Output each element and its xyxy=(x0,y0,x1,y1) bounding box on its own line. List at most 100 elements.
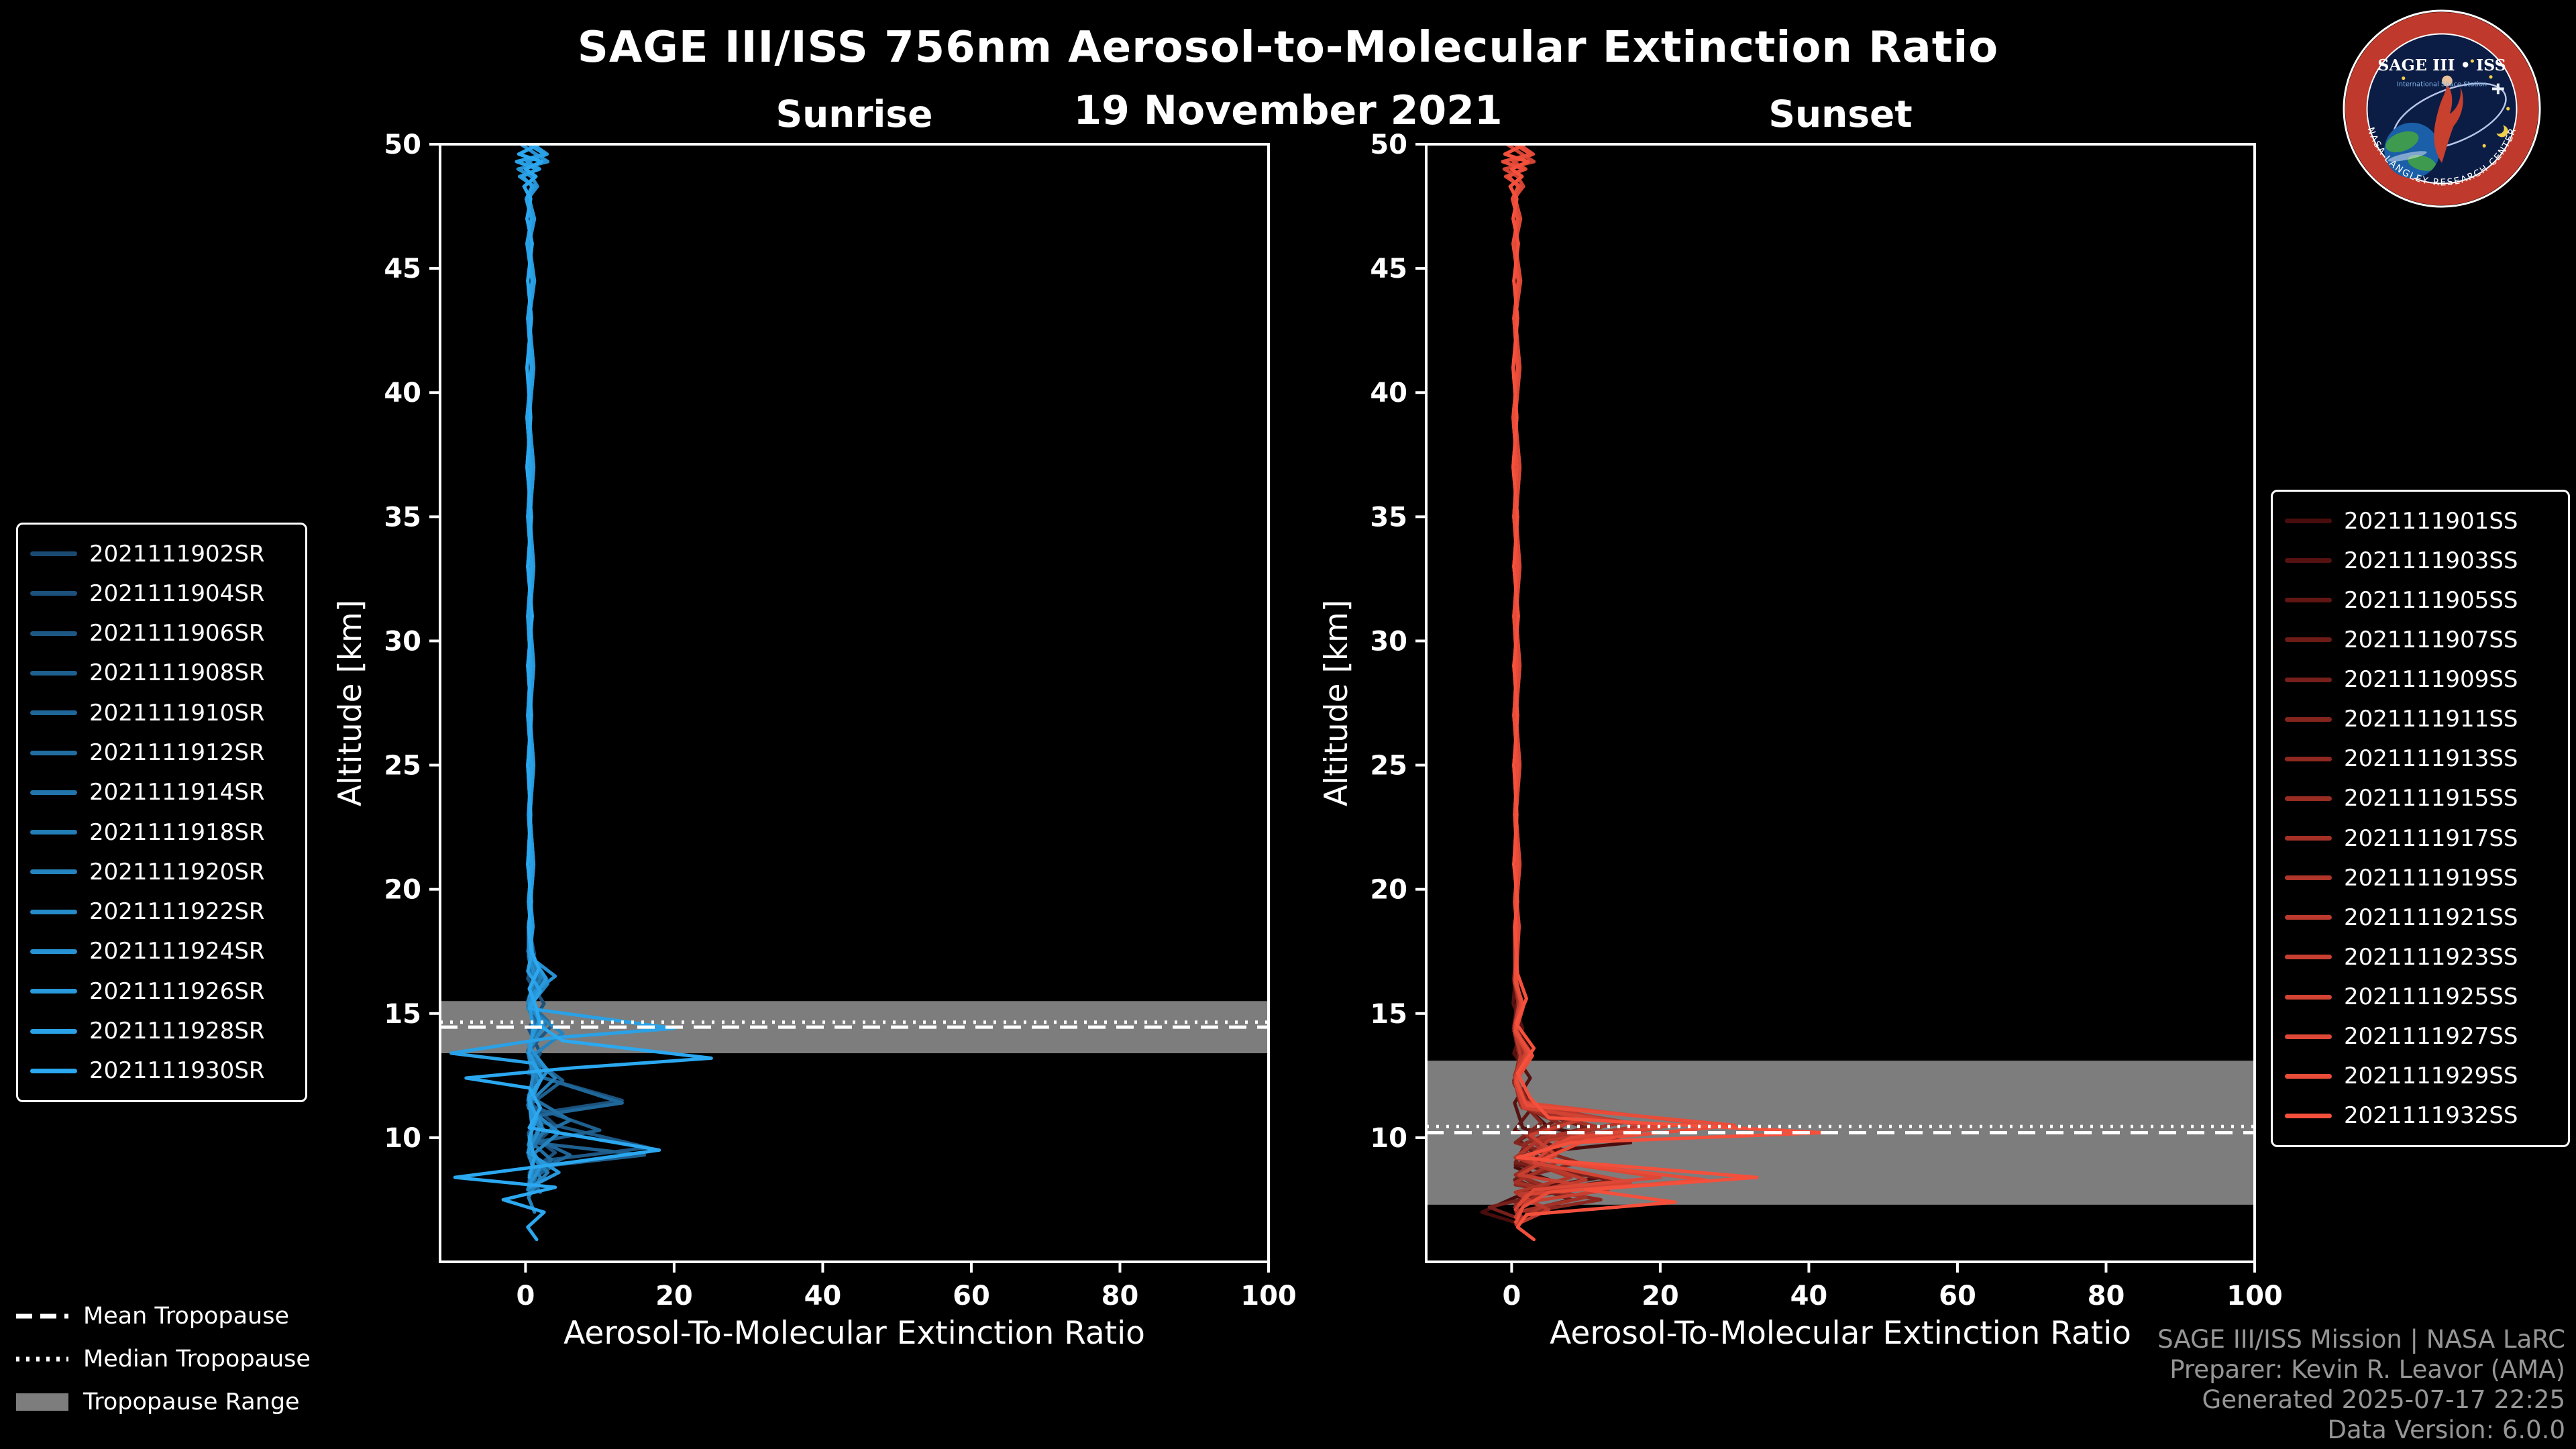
legend-sunset: 2021111901SS 2021111903SS 2021111905SS 2021… xyxy=(2271,490,2570,1147)
legend-label: 2021111923SS xyxy=(2344,943,2518,971)
y-axis-label: Altitude [km] xyxy=(1318,600,1355,806)
legend-item: 2021111924SR xyxy=(30,940,293,963)
legend-item: 2021111905SS xyxy=(2285,589,2556,612)
footer-preparer: Preparer: Kevin R. Leavor (AMA) xyxy=(2169,1355,2565,1384)
x-tick-label: 0 xyxy=(1502,1281,1521,1311)
moon-crescent-mask xyxy=(2493,123,2504,134)
legend-label: 2021111912SR xyxy=(89,739,265,767)
legend-label: 2021111925SS xyxy=(2344,983,2518,1011)
legend-label: 2021111922SR xyxy=(89,898,265,926)
legend-line-swatch xyxy=(30,790,77,795)
legend-item: 2021111907SS xyxy=(2285,629,2556,651)
legend-label: 2021111909SS xyxy=(2344,666,2518,694)
median-tropopause-legend-item: Median Tropopause xyxy=(15,1346,311,1373)
footer-mission: SAGE III/ISS Mission | NASA LaRC xyxy=(2157,1325,2565,1354)
y-tick-label: 20 xyxy=(1370,875,1407,906)
x-tick-label: 60 xyxy=(953,1281,990,1311)
legend-item: 2021111918SR xyxy=(30,821,293,844)
legend-label: 2021111903SS xyxy=(2344,547,2518,574)
legend-item: 2021111928SR xyxy=(30,1020,293,1042)
dashed-line-icon xyxy=(16,1313,68,1319)
figure-head xyxy=(2442,75,2453,87)
y-tick-label: 45 xyxy=(384,254,421,284)
legend-label: 2021111918SR xyxy=(89,818,265,846)
legend-line-swatch xyxy=(30,949,77,954)
legend-item: 2021111915SS xyxy=(2285,787,2556,810)
profile-line-2021111926SR xyxy=(518,144,561,1189)
legend-line-swatch xyxy=(2285,915,2332,920)
legend-line-swatch xyxy=(2285,677,2332,682)
y-tick-label: 50 xyxy=(384,129,421,160)
mean-tropopause-legend-item: Mean Tropopause xyxy=(15,1303,311,1330)
legend-line-swatch xyxy=(30,869,77,875)
gray-patch-icon xyxy=(16,1393,68,1411)
legend-item: 2021111919SS xyxy=(2285,867,2556,890)
y-tick-label: 35 xyxy=(384,502,421,533)
legend-label: 2021111928SR xyxy=(89,1018,265,1045)
profile-line-2021111929SS xyxy=(1501,144,1737,1224)
legend-line-swatch xyxy=(30,591,77,596)
logo-subtitle: International Space Station xyxy=(2397,80,2487,88)
legend-label: 2021111929SS xyxy=(2344,1063,2518,1090)
plot-frame xyxy=(439,143,1270,1263)
legend-item: 2021111901SS xyxy=(2285,510,2556,533)
tropopause-range-label: Tropopause Range xyxy=(83,1389,300,1415)
legend-line-swatch xyxy=(30,830,77,835)
x-tick-label: 0 xyxy=(516,1281,535,1311)
legend-line-swatch xyxy=(2285,955,2332,960)
legend-line-swatch xyxy=(30,1028,77,1034)
panel-sunset: 0 20 40 60 80 100 10 15 20 25 30 35 40 45 50 Sunset Aero… xyxy=(1318,93,2283,1352)
x-tick-label: 20 xyxy=(1642,1281,1679,1311)
sage-iii-iss-logo: SAGE III • ISS International Space Stati… xyxy=(2343,9,2541,208)
y-tick-label: 20 xyxy=(384,875,421,906)
legend-label: 2021111915SS xyxy=(2344,785,2518,812)
y-tick-label: 45 xyxy=(1370,254,1407,284)
earth-icon xyxy=(2384,122,2440,178)
y-tick-label: 50 xyxy=(1370,129,1407,160)
x-tick-label: 100 xyxy=(1240,1281,1297,1311)
legend-label: 2021111910SR xyxy=(89,699,265,727)
legend-line-swatch xyxy=(30,631,77,636)
legend-item: 2021111917SS xyxy=(2285,827,2556,850)
legend-label: 2021111908SR xyxy=(89,659,265,687)
legend-label: 2021111926SR xyxy=(89,977,265,1005)
legend-line-swatch xyxy=(30,670,77,676)
x-tick-label: 40 xyxy=(804,1281,842,1311)
legend-line-swatch xyxy=(2285,875,2332,881)
iss-icon xyxy=(2491,83,2504,95)
legend-item: 2021111912SR xyxy=(30,741,293,764)
x-axis-label: Aerosol-To-Molecular Extinction Ratio xyxy=(1550,1315,2131,1352)
legend-label: 2021111905SS xyxy=(2344,586,2518,614)
legend-line-swatch xyxy=(2285,519,2332,524)
legend-label: 2021111907SS xyxy=(2344,626,2518,653)
legend-label: 2021111921SS xyxy=(2344,904,2518,931)
legend-item: 2021111902SR xyxy=(30,543,293,566)
x-tick-label: 80 xyxy=(1102,1281,1139,1311)
legend-label: 2021111920SR xyxy=(89,858,265,885)
profile-line-2021111930SR xyxy=(453,144,713,1242)
y-tick-label: 15 xyxy=(1370,999,1407,1030)
legend-line-swatch xyxy=(30,989,77,994)
legend-line-swatch xyxy=(2285,756,2332,761)
legend-item: 2021111903SS xyxy=(2285,549,2556,572)
legend-item: 2021111925SS xyxy=(2285,985,2556,1008)
legend-label: 2021111919SS xyxy=(2344,864,2518,892)
legend-line-swatch xyxy=(30,909,77,914)
logo-outer-rim xyxy=(2343,9,2541,208)
panel-title-sunrise: Sunrise xyxy=(776,93,933,136)
footer-credits: SAGE III/ISS Mission | NASA LaRC Prepare… xyxy=(2157,1324,2565,1445)
legend-label: 2021111913SS xyxy=(2344,745,2518,773)
legend-label: 2021111911SS xyxy=(2344,706,2518,733)
median-tropopause-label: Median Tropopause xyxy=(83,1346,311,1373)
legend-line-swatch xyxy=(2285,1113,2332,1118)
legend-item: 2021111909SS xyxy=(2285,668,2556,691)
y-tick-label: 40 xyxy=(384,378,421,409)
legend-line-swatch xyxy=(30,551,77,557)
legend-label: 2021111902SR xyxy=(89,540,265,568)
y-tick-label: 40 xyxy=(1370,378,1407,409)
y-axis-label: Altitude [km] xyxy=(332,600,369,806)
legend-item: 2021111910SR xyxy=(30,702,293,724)
y-tick-label: 30 xyxy=(384,626,421,657)
y-tick-label: 25 xyxy=(1370,751,1407,782)
profile-line-2021111909SS xyxy=(1487,144,1625,1219)
